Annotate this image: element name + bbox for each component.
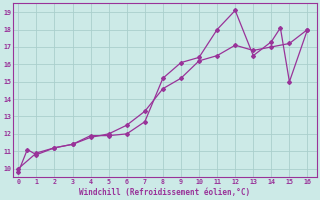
X-axis label: Windchill (Refroidissement éolien,°C): Windchill (Refroidissement éolien,°C) — [79, 188, 250, 197]
